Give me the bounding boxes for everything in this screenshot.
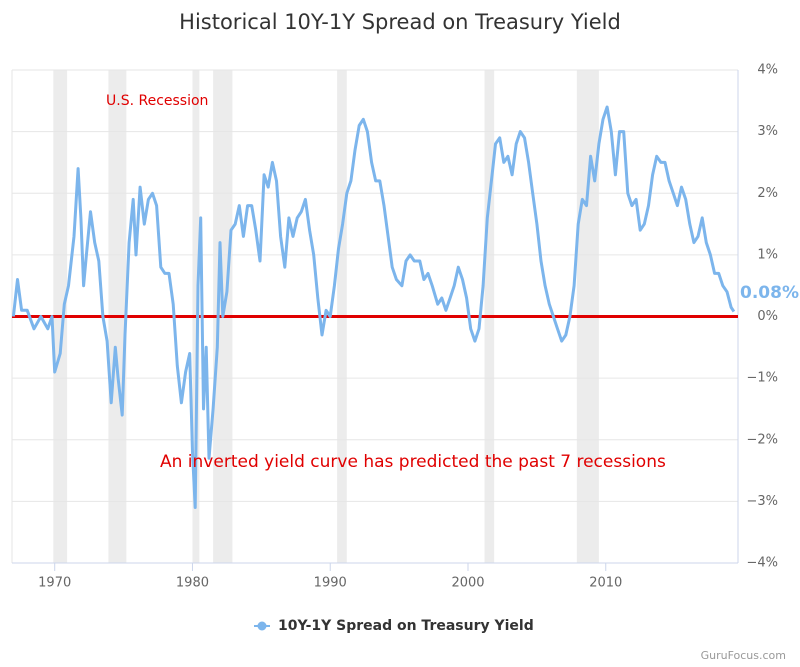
x-tick-label: 1980 <box>176 576 209 591</box>
legend-marker <box>257 621 267 631</box>
y-tick-label: −2% <box>746 432 778 447</box>
chart-title: Historical 10Y-1Y Spread on Treasury Yie… <box>179 10 621 34</box>
legend-label: 10Y-1Y Spread on Treasury Yield <box>278 618 534 634</box>
y-tick-label: −1% <box>746 371 778 386</box>
annotation: An inverted yield curve has predicted th… <box>160 452 666 472</box>
x-tick-label: 1970 <box>38 576 71 591</box>
y-tick-label: 1% <box>757 247 778 262</box>
y-tick-label: −4% <box>746 556 778 571</box>
y-tick-label: 2% <box>757 186 778 201</box>
y-tick-label: 0% <box>757 309 778 324</box>
y-tick-label: 4% <box>757 63 778 78</box>
series-line <box>11 105 736 509</box>
watermark: GuruFocus.com <box>701 649 786 662</box>
y-tick-label: 3% <box>757 124 778 139</box>
x-tick-label: 2000 <box>451 576 484 591</box>
recession-label: U.S. Recession <box>106 93 208 109</box>
last-value-label: 0.08% <box>740 283 799 303</box>
y-tick-label: −3% <box>746 494 778 509</box>
x-tick-label: 2010 <box>589 576 622 591</box>
x-tick-label: 1990 <box>314 576 347 591</box>
